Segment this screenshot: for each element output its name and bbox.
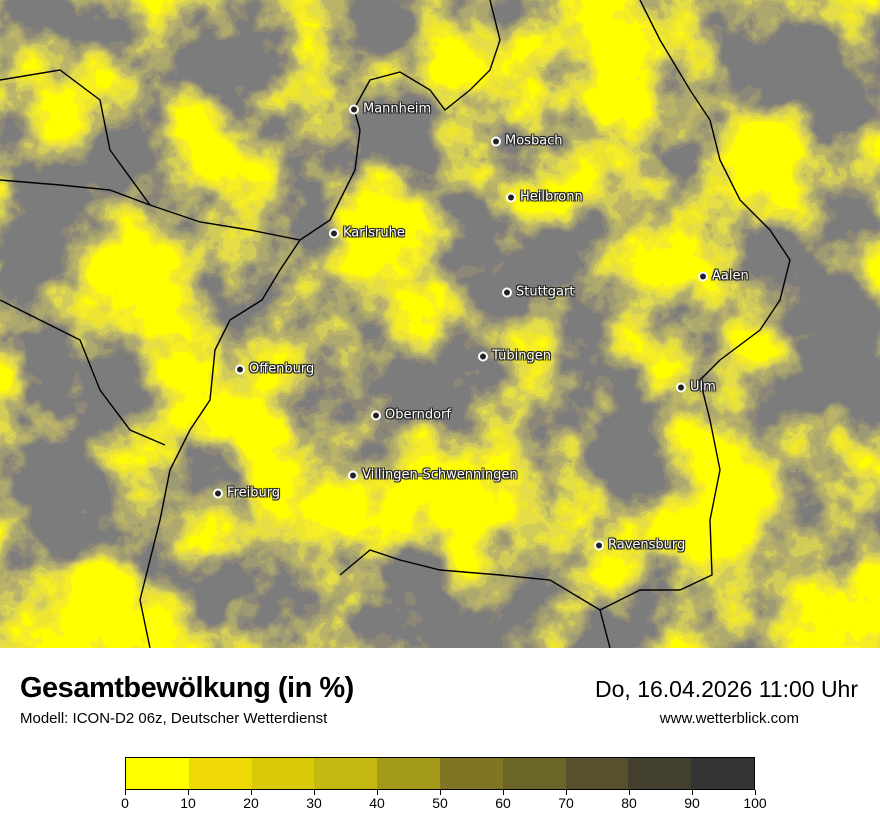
- legend-tick-label: 90: [684, 795, 700, 811]
- cloud-field: [0, 0, 880, 648]
- city-marker: Freiburg: [213, 486, 280, 501]
- city-dot-icon: [676, 382, 686, 392]
- city-marker: Karlsruhe: [329, 226, 405, 241]
- city-label: Mosbach: [505, 133, 563, 149]
- legend-tick-label: 80: [621, 795, 637, 811]
- city-label: Freiburg: [227, 485, 281, 501]
- city-label: Ravensburg: [608, 537, 686, 553]
- legend-tick: [502, 790, 504, 795]
- legend-swatch: [251, 758, 315, 789]
- city-dot-icon: [698, 271, 708, 281]
- legend-tick-label: 20: [243, 795, 259, 811]
- legend-tick: [565, 790, 567, 795]
- legend-swatch: [565, 758, 629, 789]
- city-dot-icon: [329, 228, 339, 238]
- legend-tick-label: 50: [432, 795, 448, 811]
- legend-tick-label: 40: [369, 795, 385, 811]
- city-marker: Oberndorf: [371, 408, 451, 423]
- city-dot-icon: [594, 540, 604, 550]
- legend-swatch: [126, 758, 189, 789]
- city-marker: Heilbronn: [506, 190, 583, 205]
- legend-swatch: [314, 758, 378, 789]
- color-legend: [125, 757, 755, 790]
- city-dot-icon: [491, 136, 501, 146]
- legend-swatch: [439, 758, 503, 789]
- legend-ticks: 0 10 20 30 40 50 60 70 80 90 100: [121, 790, 767, 820]
- legend-tick-label: 60: [495, 795, 511, 811]
- city-label: Mannheim: [363, 101, 432, 117]
- city-dot-icon: [213, 488, 223, 498]
- city-marker: Mosbach: [491, 134, 563, 149]
- forecast-datetime: Do, 16.04.2026 11:00 Uhr: [595, 676, 858, 702]
- city-dot-icon: [349, 104, 359, 114]
- city-label: Oberndorf: [385, 407, 451, 423]
- city-label: Tübingen: [492, 348, 551, 364]
- city-marker: Tübingen: [478, 349, 551, 364]
- legend-tick: [313, 790, 315, 795]
- city-dot-icon: [348, 470, 358, 480]
- city-label: Ulm: [690, 379, 716, 395]
- city-marker: Offenburg: [235, 362, 314, 377]
- borders: [0, 0, 791, 648]
- legend-tick: [250, 790, 252, 795]
- city-marker: Stuttgart: [502, 285, 574, 300]
- legend-tick: [628, 790, 630, 795]
- city-label: Karlsruhe: [343, 225, 405, 241]
- legend-tick-label: 0: [121, 795, 129, 811]
- city-marker: Villingen-Schwenningen: [348, 468, 518, 483]
- city-marker: Ulm: [676, 380, 716, 395]
- legend-tick-label: 30: [306, 795, 322, 811]
- legend-swatch: [377, 758, 440, 789]
- city-dot-icon: [371, 410, 381, 420]
- legend-swatch: [691, 758, 754, 789]
- legend-tick-label: 10: [180, 795, 196, 811]
- map-title: Gesamtbewölkung (in %): [20, 672, 354, 704]
- model-info: Modell: ICON-D2 06z, Deutscher Wetterdie…: [20, 710, 328, 727]
- legend-swatch: [502, 758, 566, 789]
- legend-tick: [754, 790, 756, 795]
- cloud-cover-map: Mannheim Mosbach Heilbronn Karlsruhe Aalen St…: [0, 0, 880, 648]
- city-label: Villingen-Schwenningen: [362, 467, 518, 483]
- website-link[interactable]: www.wetterblick.com: [659, 710, 799, 727]
- legend-tick: [439, 790, 441, 795]
- city-dot-icon: [502, 287, 512, 297]
- legend-swatch: [628, 758, 692, 789]
- legend-tick-label: 70: [558, 795, 574, 811]
- legend-tick: [124, 790, 126, 795]
- city-dot-icon: [506, 192, 516, 202]
- legend-tick: [187, 790, 189, 795]
- city-marker: Ravensburg: [594, 538, 685, 553]
- city-label: Stuttgart: [516, 284, 575, 300]
- city-dot-icon: [235, 364, 245, 374]
- city-label: Heilbronn: [520, 189, 583, 205]
- legend-tick: [691, 790, 693, 795]
- city-marker: Aalen: [698, 269, 749, 284]
- city-label: Aalen: [712, 268, 749, 284]
- legend-swatch: [188, 758, 252, 789]
- city-marker: Mannheim: [349, 102, 431, 117]
- city-dot-icon: [478, 351, 488, 361]
- legend-tick: [376, 790, 378, 795]
- legend-tick-label: 100: [743, 795, 767, 811]
- city-label: Offenburg: [249, 361, 315, 377]
